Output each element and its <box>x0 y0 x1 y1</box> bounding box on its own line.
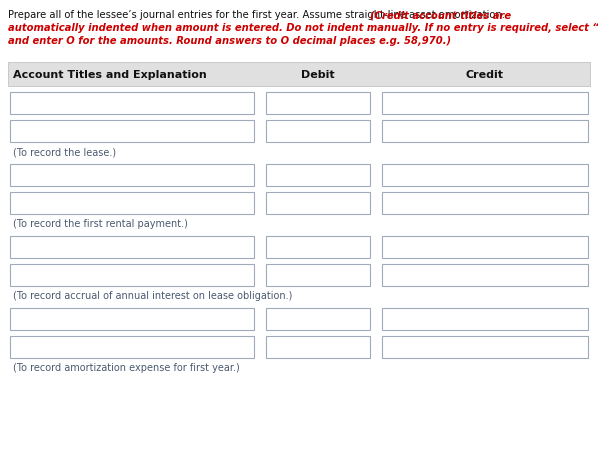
Bar <box>266 121 370 143</box>
Bar <box>266 93 370 115</box>
Bar <box>382 165 588 187</box>
Bar <box>10 193 254 215</box>
Bar <box>10 237 254 258</box>
Bar <box>382 336 588 358</box>
Bar <box>10 336 254 358</box>
Bar <box>10 93 254 115</box>
Text: (To record the first rental payment.): (To record the first rental payment.) <box>13 218 188 228</box>
Text: Credit: Credit <box>466 70 504 80</box>
Bar <box>266 165 370 187</box>
Bar <box>382 121 588 143</box>
Bar <box>266 193 370 215</box>
Text: automatically indented when amount is entered. Do not indent manually. If no ent: automatically indented when amount is en… <box>8 23 598 33</box>
Text: (Credit account titles are: (Credit account titles are <box>370 10 511 20</box>
Text: (To record amortization expense for first year.): (To record amortization expense for firs… <box>13 362 240 372</box>
Bar <box>382 237 588 258</box>
Bar <box>266 237 370 258</box>
Bar <box>266 265 370 287</box>
Text: (To record the lease.): (To record the lease.) <box>13 147 116 157</box>
Bar <box>382 308 588 330</box>
Text: Account Titles and Explanation: Account Titles and Explanation <box>13 70 207 80</box>
Bar <box>266 336 370 358</box>
Bar <box>10 265 254 287</box>
Bar <box>10 165 254 187</box>
Bar <box>266 308 370 330</box>
Bar <box>8 63 590 87</box>
Bar <box>10 308 254 330</box>
Bar <box>382 93 588 115</box>
Text: and enter O for the amounts. Round answers to O decimal places e.g. 58,970.): and enter O for the amounts. Round answe… <box>8 36 451 46</box>
Text: Prepare all of the lessee’s journal entries for the first year. Assume straight-: Prepare all of the lessee’s journal entr… <box>8 10 508 20</box>
Text: Debit: Debit <box>301 70 335 80</box>
Bar <box>382 265 588 287</box>
Bar <box>382 193 588 215</box>
Text: (To record accrual of annual interest on lease obligation.): (To record accrual of annual interest on… <box>13 290 292 300</box>
Bar <box>10 121 254 143</box>
